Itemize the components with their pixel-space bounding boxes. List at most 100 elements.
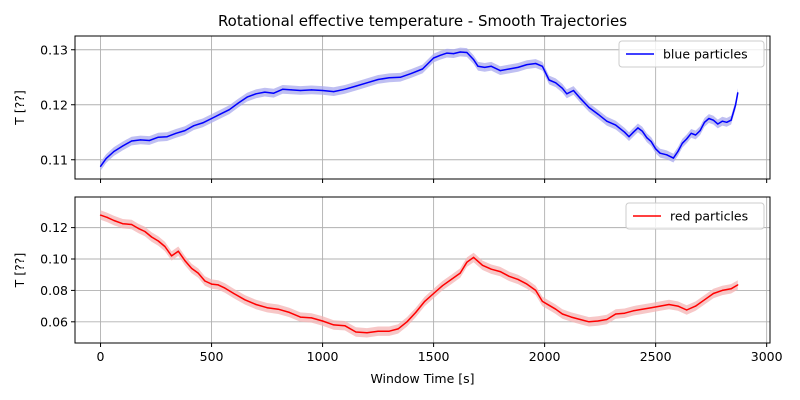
data-point bbox=[541, 300, 544, 302]
data-point bbox=[637, 127, 639, 129]
data-point bbox=[459, 272, 461, 274]
data-point bbox=[131, 140, 133, 142]
data-point bbox=[202, 122, 204, 124]
data-point bbox=[333, 91, 335, 93]
data-point bbox=[113, 150, 115, 153]
y-tick-label: 0.11 bbox=[40, 152, 68, 167]
data-point bbox=[290, 89, 293, 91]
data-point bbox=[659, 152, 661, 154]
x-tick-label: 0 bbox=[97, 349, 105, 364]
data-point bbox=[166, 136, 168, 138]
data-point bbox=[517, 66, 519, 68]
data-point bbox=[224, 287, 226, 289]
data-point bbox=[131, 223, 133, 226]
data-point bbox=[446, 52, 448, 54]
data-point bbox=[246, 96, 248, 98]
data-point bbox=[415, 311, 417, 313]
red-particles-line-layer bbox=[99, 214, 739, 334]
data-point bbox=[255, 303, 257, 306]
data-point bbox=[597, 113, 599, 115]
data-point bbox=[310, 89, 313, 91]
data-point bbox=[699, 130, 701, 132]
data-point bbox=[244, 299, 246, 301]
data-point bbox=[105, 158, 107, 160]
data-point bbox=[735, 104, 737, 106]
data-point bbox=[555, 82, 557, 84]
data-point bbox=[588, 321, 590, 323]
data-point bbox=[397, 328, 399, 330]
data-point bbox=[310, 317, 313, 319]
data-point bbox=[171, 255, 173, 257]
data-point bbox=[655, 148, 657, 150]
data-point bbox=[490, 268, 492, 270]
data-point bbox=[344, 325, 346, 327]
data-point bbox=[333, 324, 335, 326]
data-point bbox=[122, 145, 124, 147]
data-point bbox=[730, 288, 732, 290]
data-point bbox=[473, 256, 475, 258]
data-point bbox=[421, 68, 424, 70]
data-point bbox=[588, 106, 590, 109]
data-point bbox=[632, 131, 635, 133]
data-point bbox=[548, 304, 550, 306]
data-point bbox=[508, 275, 510, 277]
data-point bbox=[157, 136, 159, 138]
bottom-panel-y-ticks: 0.06 0.08 0.10 0.12 bbox=[40, 220, 75, 329]
data-point bbox=[410, 72, 412, 74]
x-tick-label: 2000 bbox=[529, 349, 561, 364]
legend-label-red-particles: red particles bbox=[670, 209, 748, 224]
data-point bbox=[597, 320, 599, 322]
data-point bbox=[211, 283, 213, 285]
data-point bbox=[659, 305, 661, 307]
data-point bbox=[366, 332, 368, 334]
data-point bbox=[139, 139, 142, 141]
data-point bbox=[99, 165, 102, 167]
data-point bbox=[708, 117, 710, 120]
data-point bbox=[439, 54, 441, 56]
data-point bbox=[237, 102, 239, 104]
data-point bbox=[204, 280, 206, 282]
bottom-panel-frame bbox=[74, 196, 771, 344]
data-point bbox=[484, 66, 486, 68]
x-tick-label: 1000 bbox=[307, 349, 339, 364]
data-point bbox=[191, 267, 193, 269]
data-point bbox=[388, 77, 390, 79]
data-point bbox=[508, 68, 510, 70]
y-tick-label: 0.08 bbox=[40, 283, 68, 298]
data-point bbox=[228, 109, 230, 111]
data-point bbox=[686, 309, 688, 311]
x-tick-label: 500 bbox=[200, 349, 224, 364]
data-point bbox=[555, 308, 557, 310]
data-point bbox=[666, 154, 668, 156]
data-point bbox=[288, 311, 290, 313]
data-point bbox=[233, 292, 235, 295]
data-point bbox=[266, 307, 268, 309]
data-point bbox=[299, 89, 301, 92]
data-point bbox=[561, 313, 564, 315]
top-panel: 0.11 0.12 0.13 T [??] blue particles bbox=[12, 35, 771, 183]
data-point bbox=[730, 119, 732, 121]
data-point bbox=[737, 284, 739, 286]
data-point bbox=[175, 132, 177, 134]
data-point bbox=[344, 88, 346, 90]
x-tick-label: 2500 bbox=[640, 349, 672, 364]
blue-particles-confidence-band bbox=[100, 47, 738, 171]
data-point bbox=[193, 125, 195, 127]
data-point bbox=[606, 318, 608, 321]
data-point bbox=[217, 284, 219, 286]
data-point bbox=[177, 250, 179, 252]
y-tick-label: 0.12 bbox=[40, 97, 68, 112]
bottom-panel: 0 500 1000 1500 2000 2500 3000 0.06 0.08 0.10 0.1… bbox=[12, 196, 783, 364]
data-point bbox=[184, 260, 186, 262]
data-point bbox=[695, 134, 697, 136]
data-point bbox=[184, 130, 186, 132]
data-point bbox=[399, 76, 401, 78]
data-point bbox=[211, 117, 213, 120]
data-point bbox=[646, 137, 648, 139]
data-point bbox=[650, 141, 652, 143]
data-point bbox=[377, 330, 379, 332]
data-point bbox=[650, 307, 652, 309]
data-point bbox=[561, 87, 564, 89]
data-point bbox=[459, 51, 461, 53]
data-point bbox=[703, 121, 706, 123]
